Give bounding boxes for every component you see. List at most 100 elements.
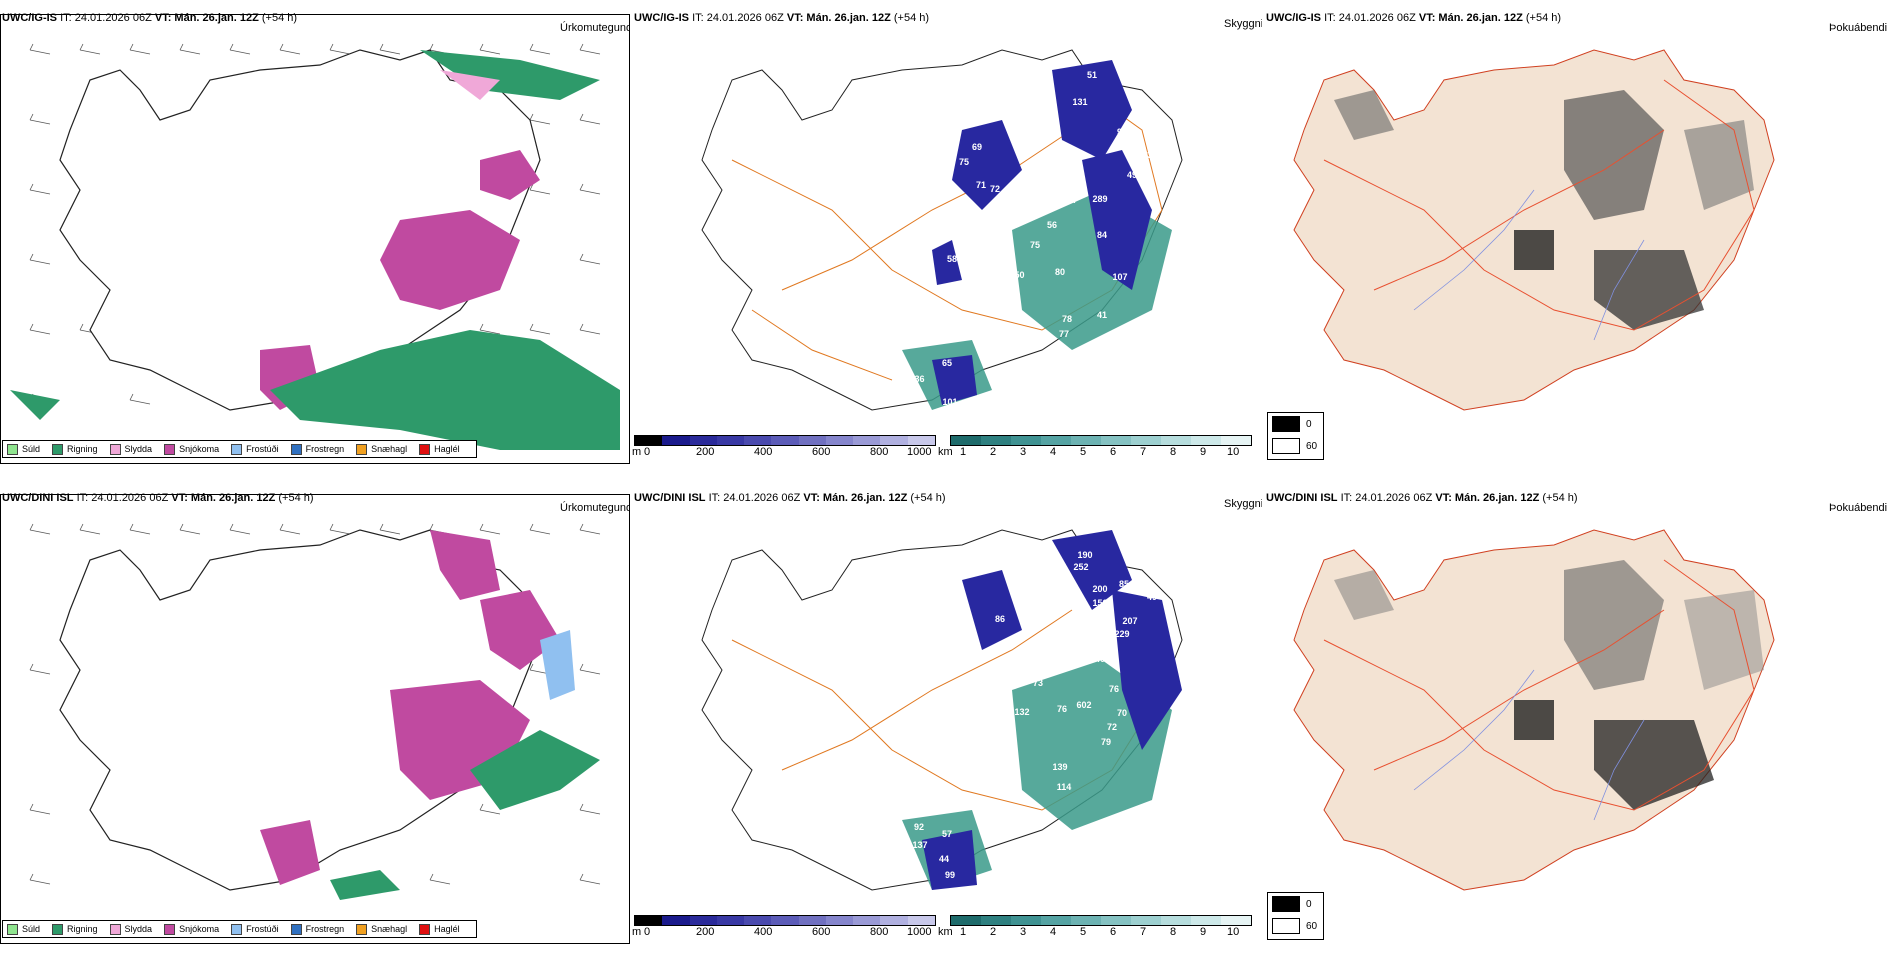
rain-area	[10, 390, 60, 420]
panel-title: Þokuábendi	[1829, 502, 1888, 514]
svg-text:602: 602	[1076, 700, 1091, 710]
svg-text:49: 49	[1147, 592, 1157, 602]
fog-dark	[1334, 570, 1394, 620]
fog-dark	[1684, 120, 1754, 210]
cloudbase-colorbar	[634, 915, 936, 926]
panel-header: UWC/DINI ISL IT: 24.01.2026 06Z VT: Mán.…	[1266, 492, 1578, 504]
svg-text:41: 41	[1097, 310, 1107, 320]
panel-header: UWC/DINI ISL IT: 24.01.2026 06Z VT: Mán.…	[634, 492, 946, 504]
svg-text:84: 84	[1097, 230, 1107, 240]
fog-legend: 0 60	[1267, 412, 1324, 460]
svg-text:78: 78	[1062, 314, 1072, 324]
svg-text:57: 57	[942, 829, 952, 839]
valid-time: Mán. 26.jan. 12Z	[174, 12, 259, 24]
fog-panel-row1: UWC/IG-IS IT: 24.01.2026 06Z VT: Mán. 26…	[1264, 10, 1900, 480]
legend-item: Frostúði	[231, 443, 279, 455]
icing-area	[540, 630, 575, 700]
cloudbase-area	[1112, 590, 1182, 750]
roads	[1323, 79, 1755, 331]
fog-dark	[1594, 250, 1704, 330]
legend-item: Snjókoma	[164, 923, 219, 935]
fog-map	[1293, 49, 1775, 411]
precip-map	[10, 43, 620, 450]
cloudbase-area	[932, 240, 962, 285]
cloudbase-map: 51 131 98 69 75 72 71 91 101 107 49 289 …	[701, 49, 1183, 411]
legend-item: Haglél	[419, 923, 460, 935]
svg-text:73: 73	[1033, 678, 1043, 688]
wind-barbs	[29, 523, 601, 885]
fog-dark	[1514, 700, 1554, 740]
snow-area	[480, 590, 560, 670]
cloudbase-area	[962, 570, 1022, 650]
snow-area	[430, 530, 500, 600]
svg-text:51: 51	[1087, 70, 1097, 80]
svg-text:110: 110	[1050, 625, 1065, 635]
svg-text:72: 72	[990, 184, 1000, 194]
cloudbase-map: 190 252 200 85 49 150 86 207 645 229 110…	[701, 529, 1183, 891]
svg-text:72: 72	[1107, 722, 1117, 732]
rain-area	[420, 50, 600, 100]
legend-item: Súld	[7, 923, 40, 935]
rivers	[1413, 189, 1645, 341]
svg-text:58: 58	[947, 254, 957, 264]
snow-area	[260, 820, 320, 885]
svg-text:150: 150	[1009, 270, 1024, 280]
vis-unit: km	[938, 446, 953, 458]
svg-text:101: 101	[1052, 182, 1067, 192]
coastline	[59, 49, 541, 411]
legend-item: Slydda	[109, 923, 152, 935]
svg-text:55: 55	[1051, 658, 1061, 668]
fog-legend: 0 60	[1267, 892, 1324, 940]
sleet-area	[440, 70, 500, 100]
fog-map	[1293, 529, 1775, 891]
fog-dark	[1594, 720, 1714, 810]
legend-item: Snæhagl	[356, 923, 407, 935]
svg-text:107: 107	[1062, 195, 1077, 205]
svg-text:139: 139	[1052, 762, 1067, 772]
svg-text:101: 101	[942, 397, 957, 407]
svg-text:137: 137	[912, 840, 927, 850]
svg-text:132: 132	[1014, 707, 1029, 717]
fog-panel-row2: UWC/DINI ISL IT: 24.01.2026 06Z VT: Mán.…	[1264, 490, 1900, 960]
legend-item: Rigning	[52, 923, 98, 935]
rain-area	[330, 870, 400, 900]
legend-item: Slydda	[109, 443, 152, 455]
svg-text:49: 49	[1127, 170, 1137, 180]
legend-item: Frostregn	[290, 443, 344, 455]
svg-text:136: 136	[909, 374, 924, 384]
height-labels: 190 252 200 85 49 150 86 207 645 229 110…	[912, 550, 1157, 880]
fog-dark	[1514, 230, 1554, 270]
svg-text:98: 98	[1117, 127, 1127, 137]
svg-text:65: 65	[942, 358, 952, 368]
roads	[731, 79, 1163, 381]
vis-colorbar	[950, 915, 1252, 926]
panel-header: UWC/IG-IS IT: 24.01.2026 06Z VT: Mán. 26…	[2, 12, 298, 24]
precip-panel-row1: UWC/IG-IS IT: 24.01.2026 06Z VT: Mán. 26…	[0, 10, 630, 480]
precip-legend: Súld Rigning Slydda Snjókoma Frostúði Fr…	[2, 920, 477, 938]
cloudbase-area	[922, 830, 977, 890]
svg-text:44: 44	[939, 854, 949, 864]
roads	[1323, 559, 1755, 811]
svg-text:69: 69	[972, 142, 982, 152]
fog-dark	[1564, 90, 1664, 220]
height-labels: 51 131 98 69 75 72 71 91 101 107 49 289 …	[909, 70, 1152, 407]
svg-text:92: 92	[914, 822, 924, 832]
legend-item: Snjókoma	[164, 443, 219, 455]
svg-text:150: 150	[1092, 598, 1107, 608]
svg-text:107: 107	[1112, 272, 1127, 282]
precip-panel-row2: UWC/DINI ISL IT: 24.01.2026 06Z VT: Mán.…	[0, 490, 630, 960]
legend-item: Súld	[7, 443, 40, 455]
panel-header: UWC/DINI ISL IT: 24.01.2026 06Z VT: Mán.…	[2, 492, 314, 504]
svg-text:86: 86	[995, 614, 1005, 624]
cloudbase-area	[1052, 60, 1132, 160]
svg-text:289: 289	[1092, 194, 1107, 204]
cloudbase-unit: m	[632, 446, 642, 458]
cloudbase-vis-panel-row1: UWC/IG-IS IT: 24.01.2026 06Z VT: Mán. 26…	[632, 10, 1262, 480]
rain-area	[470, 730, 600, 810]
svg-text:200: 200	[1092, 584, 1107, 594]
cloudbase-area	[932, 355, 977, 405]
svg-text:229: 229	[1114, 629, 1129, 639]
svg-text:76: 76	[1057, 704, 1067, 714]
cloudbase-area	[1082, 150, 1152, 290]
panel-title: Úrkomutegund	[560, 22, 630, 34]
